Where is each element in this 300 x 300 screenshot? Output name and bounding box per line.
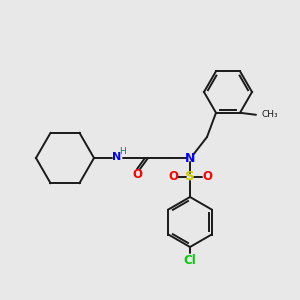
Text: O: O <box>168 170 178 184</box>
Text: O: O <box>202 170 212 184</box>
Text: N: N <box>112 152 122 162</box>
Text: N: N <box>185 152 195 164</box>
Text: O: O <box>132 167 142 181</box>
Text: H: H <box>120 148 126 157</box>
Text: S: S <box>185 170 195 184</box>
Text: CH₃: CH₃ <box>261 110 278 119</box>
Text: Cl: Cl <box>184 254 196 268</box>
